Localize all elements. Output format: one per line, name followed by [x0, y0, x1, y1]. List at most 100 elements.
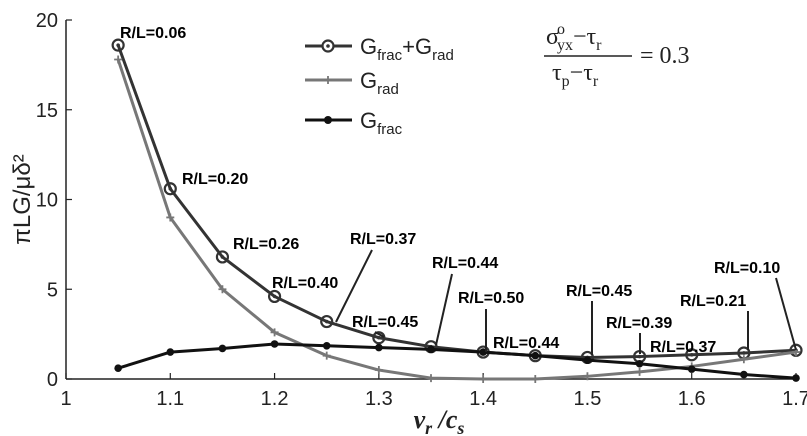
data-point: [740, 370, 748, 379]
annotation-label: R/L=0.37: [650, 339, 716, 356]
data-point-center: [689, 352, 694, 357]
data-point: [218, 344, 227, 353]
annotation-rl: R/L=0.10: [714, 260, 797, 351]
annotation-label: R/L=0.06: [120, 25, 186, 42]
data-point: [635, 367, 644, 376]
data-point-center: [377, 335, 381, 340]
data-point: [270, 340, 279, 348]
data-point: [322, 341, 331, 350]
data-point-center: [272, 294, 277, 299]
x-axis-label: vr /cs: [414, 405, 465, 436]
legend: Gfrac+Grad Grad Gfrac: [305, 34, 454, 138]
equation-rhs: = 0.3: [640, 43, 690, 69]
annotation-label: R/L=0.20: [182, 171, 248, 188]
data-point: [322, 351, 331, 360]
data-point-center: [116, 43, 120, 47]
data-point-center: [742, 351, 746, 355]
series-line: [117, 342, 797, 380]
annotation-label: R/L=0.40: [272, 275, 338, 292]
data-point-center: [637, 354, 642, 359]
annotation-layer: R/L=0.06 R/L=0.20 R/L=0.26 R/L=0.40 R/L=0.37…: [120, 25, 797, 356]
data-point: [427, 345, 435, 354]
data-point: [479, 375, 488, 383]
annotation-rl: R/L=0.06: [120, 25, 186, 42]
data-point: [531, 351, 540, 360]
series-G_frac+G_rad: [111, 38, 803, 365]
series-G_frac: [114, 340, 800, 382]
y-tick-label: 15: [36, 100, 58, 122]
x-tick-label: 1.7: [782, 388, 807, 410]
annotation-label: R/L=0.44: [432, 255, 498, 272]
data-point: [267, 289, 282, 304]
annotation-rl: R/L=0.37: [650, 339, 716, 356]
data-point-center: [324, 319, 329, 324]
annotation-label: R/L=0.37: [350, 231, 416, 248]
data-point: [218, 285, 227, 294]
data-point: [372, 331, 386, 345]
data-point: [687, 365, 696, 373]
legend-entry: Grad: [305, 68, 399, 98]
data-point: [792, 374, 800, 382]
legend-label: Gfrac: [360, 108, 403, 138]
data-point: [166, 348, 175, 356]
data-point: [739, 355, 748, 364]
data-point: [427, 374, 435, 383]
data-point: [114, 55, 123, 64]
data-point: [166, 213, 175, 222]
legend-entry: Gfrac: [305, 108, 403, 138]
y-tick-label: 20: [36, 10, 58, 32]
x-tick-label: 1.4: [469, 388, 497, 410]
annotation-label: R/L=0.21: [680, 293, 746, 310]
annotation-label: R/L=0.39: [606, 315, 672, 332]
data-point: [685, 348, 699, 362]
data-point-center: [168, 186, 173, 191]
x-tick-label: 1.6: [678, 388, 706, 410]
data-point: [375, 343, 383, 352]
legend-label: Gfrac+Grad: [360, 34, 454, 64]
annotation-rl: R/L=0.44: [432, 255, 498, 346]
legend-marker-center: [326, 44, 330, 48]
annotation-rl: R/L=0.45: [566, 283, 632, 355]
annotation-leader: [435, 273, 453, 346]
annotation-rl: R/L=0.44: [493, 335, 559, 352]
legend-marker: [324, 76, 332, 84]
data-point: [531, 375, 540, 383]
data-point-center: [220, 255, 225, 259]
x-tick-label: 1: [60, 388, 71, 410]
data-point: [374, 366, 383, 375]
annotation-leader: [775, 277, 797, 351]
annotation-rl: R/L=0.21: [680, 293, 749, 350]
data-point: [114, 364, 122, 373]
y-tick-label: 5: [47, 279, 58, 301]
equation-denominator: τp−τr: [552, 60, 599, 90]
x-tick-label: 1.3: [365, 388, 393, 410]
data-point: [583, 372, 592, 381]
series-G_rad: [114, 55, 800, 383]
y-tick-label: 0: [47, 369, 58, 391]
series-layer: [111, 38, 803, 383]
equation-numerator: σo yx−τr: [546, 21, 602, 54]
annotation-label: R/L=0.44: [493, 335, 559, 352]
annotation-rl: R/L=0.45: [352, 314, 418, 338]
annotation-leader: [335, 249, 373, 323]
data-point: [270, 328, 279, 337]
annotation-rl: R/L=0.39: [606, 315, 672, 354]
annotation-rl: R/L=0.37: [335, 231, 416, 323]
y-tick-label: 10: [36, 190, 58, 212]
legend-label: Grad: [360, 68, 399, 98]
annotation-label: R/L=0.26: [233, 236, 299, 253]
x-tick-label: 1.2: [261, 388, 289, 410]
annotation-rl: R/L=0.50: [458, 290, 524, 352]
data-point: [583, 356, 592, 364]
series-line: [116, 59, 797, 381]
annotation-rl: R/L=0.26: [233, 236, 299, 253]
equation: σo yx−τr τp−τr = 0.3: [544, 21, 690, 90]
data-point: [111, 38, 125, 52]
annotation-label: R/L=0.45: [566, 283, 632, 300]
data-point: [320, 314, 334, 329]
x-tick-label: 1.5: [574, 388, 602, 410]
annotation-label: R/L=0.10: [714, 260, 780, 277]
x-tick-label: 1.1: [156, 388, 184, 410]
annotation-leader: [374, 331, 385, 338]
